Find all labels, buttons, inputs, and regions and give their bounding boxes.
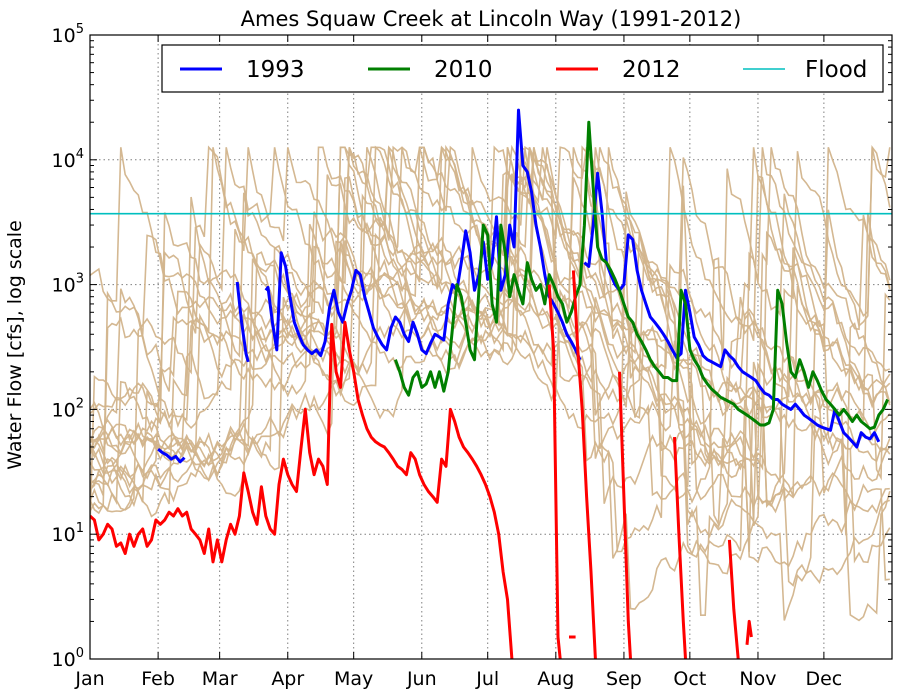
background-year-line [90, 217, 891, 587]
chart-title: Ames Squaw Creek at Lincoln Way (1991-20… [241, 7, 742, 31]
series-line-1993 [264, 108, 582, 361]
x-tick-label: Jun [406, 668, 437, 690]
highlight-series [90, 108, 889, 659]
y-tick-label: 102 [52, 396, 84, 421]
y-tick-label: 104 [52, 147, 84, 172]
x-axis-ticks: Jan Feb Mar Apr May Jun Jul Aug Sep Oct Nov Dec [74, 35, 842, 690]
x-tick-label: May [334, 668, 373, 690]
series-line-2012 [673, 437, 687, 659]
background-year-line [90, 144, 891, 536]
x-tick-label: Nov [739, 668, 776, 690]
series-line-2010 [393, 120, 889, 431]
series-line-1993 [583, 171, 881, 449]
background-year-line [90, 145, 891, 504]
series-line-2012 [745, 619, 753, 645]
legend-label-flood: Flood [805, 57, 867, 83]
legend-label-1993: 1993 [246, 57, 305, 83]
plot-frame [89, 34, 893, 660]
series-line-2012 [618, 371, 632, 659]
series-line-1993 [157, 448, 186, 464]
y-tick-label: 105 [52, 22, 84, 47]
x-tick-label: Sep [606, 668, 642, 690]
background-years-series [90, 144, 891, 622]
x-tick-label: Jul [475, 668, 499, 690]
series-line-2012 [547, 284, 562, 659]
background-year-line [90, 147, 891, 479]
y-tick-label: 100 [52, 646, 84, 671]
series-line-2012 [571, 270, 597, 659]
legend-label-2012: 2012 [622, 57, 681, 83]
background-year-line [90, 191, 891, 621]
y-tick-label: 101 [52, 521, 84, 546]
legend: 1993 2010 2012 Flood [161, 44, 884, 93]
background-year-line [90, 145, 891, 610]
y-axis-ticks: 100 101 102 103 104 105 [52, 22, 892, 671]
legend-label-2010: 2010 [434, 57, 493, 83]
x-tick-label: Apr [271, 668, 304, 690]
series-line-1993 [235, 281, 250, 363]
x-tick-label: Oct [673, 668, 706, 690]
background-year-line [90, 146, 891, 515]
series-line-2012 [727, 539, 740, 659]
background-year-line [90, 216, 891, 491]
background-year-line [90, 145, 891, 617]
x-tick-label: Aug [537, 668, 574, 690]
series-line-2012 [90, 320, 514, 659]
y-axis-label: Water Flow [cfs], log scale [4, 220, 26, 470]
x-tick-label: Jan [74, 668, 104, 690]
x-tick-label: Mar [202, 668, 238, 690]
x-tick-label: Feb [141, 668, 175, 690]
y-tick-label: 103 [52, 272, 84, 297]
x-tick-label: Dec [805, 668, 842, 690]
